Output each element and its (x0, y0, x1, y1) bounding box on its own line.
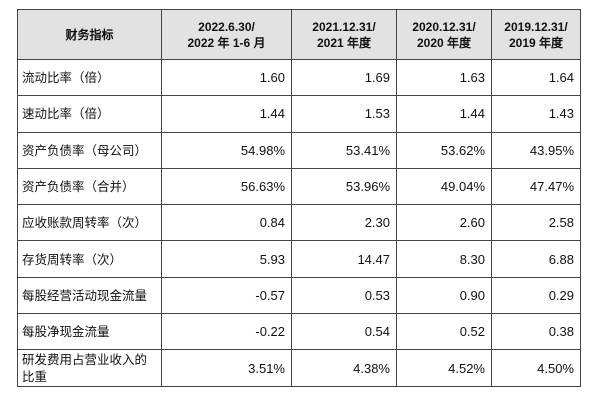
cell-value: 0.38 (491, 313, 581, 351)
cell-value: 2.58 (491, 204, 581, 242)
header-metric: 财务指标 (17, 9, 162, 60)
table-row: 应收账款周转率（次） 0.84 2.30 2.60 2.58 (17, 204, 581, 242)
cell-value: 1.60 (161, 58, 292, 97)
cell-value: 0.53 (291, 276, 397, 315)
row-label: 每股净现金流量 (17, 313, 162, 351)
row-label: 存货周转率（次） (17, 240, 162, 278)
header-date: 2019.12.31/ (504, 19, 568, 34)
header-date: 2020.12.31/ (412, 19, 476, 34)
table-row: 研发费用占营业收入的比重 3.51% 4.38% 4.52% 4.50% (17, 349, 581, 387)
cell-value: -0.57 (161, 276, 292, 315)
cell-value: 0.29 (491, 276, 581, 315)
table-row: 每股净现金流量 -0.22 0.54 0.52 0.38 (17, 313, 581, 351)
cell-value: 0.52 (396, 313, 492, 351)
cell-value: 53.41% (291, 131, 397, 169)
cell-value: 2.60 (396, 204, 492, 242)
cell-value: 1.44 (396, 95, 492, 133)
cell-value: 2.30 (291, 204, 397, 242)
header-metric-label: 财务指标 (65, 27, 114, 42)
cell-value: 0.84 (161, 204, 292, 242)
header-date: 2022.6.30/ (198, 19, 255, 34)
cell-value: 1.63 (396, 58, 492, 97)
cell-value: 1.44 (161, 95, 292, 133)
header-period-2021: 2021.12.31/ 2021 年度 (291, 9, 397, 60)
cell-value: 1.64 (491, 58, 581, 97)
cell-value: 5.93 (161, 240, 292, 278)
cell-value: 56.63% (161, 167, 292, 206)
cell-value: 6.88 (491, 240, 581, 278)
table-row: 每股经营活动现金流量 -0.57 0.53 0.90 0.29 (17, 276, 581, 315)
header-period: 2019 年度 (508, 35, 564, 50)
cell-value: 4.38% (291, 349, 397, 387)
row-label: 研发费用占营业收入的比重 (17, 349, 162, 387)
row-label: 资产负债率（合并） (17, 167, 162, 206)
cell-value: 14.47 (291, 240, 397, 278)
cell-value: 0.54 (291, 313, 397, 351)
header-period-2020: 2020.12.31/ 2020 年度 (396, 9, 492, 60)
header-period: 2021 年度 (316, 35, 372, 50)
header-period-2022h1: 2022.6.30/ 2022 年 1-6 月 (161, 9, 292, 60)
header-date: 2021.12.31/ (312, 19, 376, 34)
row-label: 流动比率（倍） (17, 58, 162, 97)
cell-value: 1.53 (291, 95, 397, 133)
table-row: 资产负债率（母公司） 54.98% 53.41% 53.62% 43.95% (17, 131, 581, 169)
header-period: 2022 年 1-6 月 (187, 35, 266, 50)
header-period: 2020 年度 (416, 35, 472, 50)
row-label: 每股经营活动现金流量 (17, 276, 162, 315)
cell-value: 47.47% (491, 167, 581, 206)
cell-value: 1.69 (291, 58, 397, 97)
cell-value: 49.04% (396, 167, 492, 206)
cell-value: 43.95% (491, 131, 581, 169)
financial-indicators-table: 财务指标 2022.6.30/ 2022 年 1-6 月 2021.12.31/… (17, 9, 581, 387)
cell-value: 4.52% (396, 349, 492, 387)
cell-value: -0.22 (161, 313, 292, 351)
cell-value: 3.51% (161, 349, 292, 387)
cell-value: 54.98% (161, 131, 292, 169)
table-row: 流动比率（倍） 1.60 1.69 1.63 1.64 (17, 58, 581, 97)
table-row: 存货周转率（次） 5.93 14.47 8.30 6.88 (17, 240, 581, 278)
table-row: 资产负债率（合并） 56.63% 53.96% 49.04% 47.47% (17, 167, 581, 206)
header-period-2019: 2019.12.31/ 2019 年度 (491, 9, 581, 60)
cell-value: 4.50% (491, 349, 581, 387)
table-header: 财务指标 2022.6.30/ 2022 年 1-6 月 2021.12.31/… (17, 9, 581, 60)
cell-value: 53.96% (291, 167, 397, 206)
table-row: 速动比率（倍） 1.44 1.53 1.44 1.43 (17, 95, 581, 133)
cell-value: 8.30 (396, 240, 492, 278)
cell-value: 53.62% (396, 131, 492, 169)
cell-value: 1.43 (491, 95, 581, 133)
table-body: 流动比率（倍） 1.60 1.69 1.63 1.64 速动比率（倍） 1.44… (17, 58, 581, 387)
row-label: 资产负债率（母公司） (17, 131, 162, 169)
row-label: 应收账款周转率（次） (17, 204, 162, 242)
row-label: 速动比率（倍） (17, 95, 162, 133)
cell-value: 0.90 (396, 276, 492, 315)
header-row: 财务指标 2022.6.30/ 2022 年 1-6 月 2021.12.31/… (17, 9, 581, 60)
